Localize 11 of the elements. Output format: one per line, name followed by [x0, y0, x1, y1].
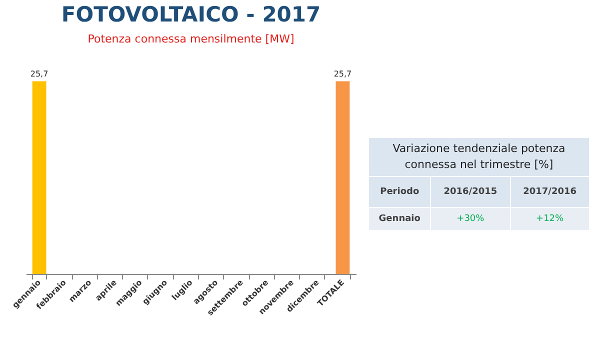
text: Variazione tendenziale potenza connessa nel trimestre [%] [368, 138, 590, 176]
chart-subtitle: Potenza connessa mensilmente [MW] [88, 32, 294, 46]
text: Periodo [368, 176, 431, 208]
data-label: 25,7 [30, 69, 48, 78]
data-label: 25,7 [334, 69, 352, 78]
text: 2017/2016 [510, 176, 590, 208]
text: 2016/2015 [430, 176, 510, 208]
text: +30% [430, 208, 510, 230]
text: +12% [510, 208, 590, 230]
chart-title: FOTOVOLTAICO - 2017 [61, 2, 321, 26]
text: Gennaio [368, 208, 431, 230]
